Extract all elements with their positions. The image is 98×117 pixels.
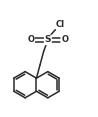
Text: O: O bbox=[61, 35, 68, 44]
Text: S: S bbox=[45, 35, 51, 44]
Text: O: O bbox=[28, 35, 34, 44]
Text: Cl: Cl bbox=[56, 20, 65, 29]
